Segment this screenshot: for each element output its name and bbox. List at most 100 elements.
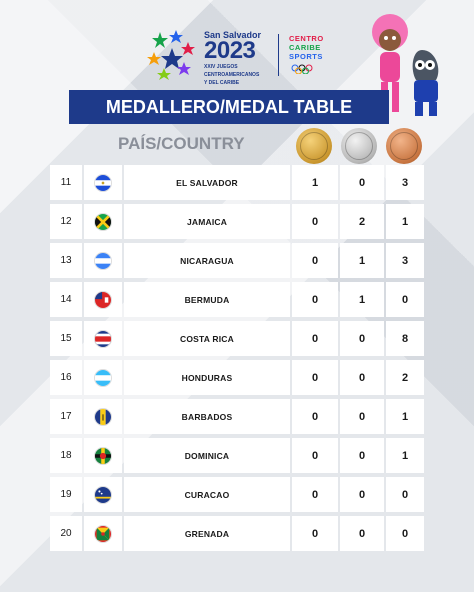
- country-cell: HONDURAS: [124, 360, 290, 395]
- flag-cell: [84, 282, 122, 317]
- costa-rica-flag-icon: [94, 329, 112, 348]
- cc-line-1: CENTRO: [289, 34, 324, 43]
- bronze-count-cell: 1: [386, 204, 424, 239]
- flag-cell: [84, 243, 122, 278]
- page-title: MEDALLERO/MEDAL TABLE: [69, 90, 389, 124]
- flag-cell: [84, 438, 122, 473]
- silver-count-cell: 0: [340, 321, 384, 356]
- bronze-count-cell: 3: [386, 165, 424, 200]
- gold-count-cell: 0: [292, 438, 338, 473]
- gold-count-cell: 0: [292, 360, 338, 395]
- bronze-count-cell: 3: [386, 243, 424, 278]
- rank-cell: 12: [50, 204, 82, 239]
- el-salvador-flag-icon: [94, 173, 112, 192]
- table-row: 14 BERMUDA 0 1 0: [50, 280, 424, 319]
- honduras-flag-icon: [94, 368, 112, 387]
- rank-cell: 18: [50, 438, 82, 473]
- gold-medal-icon: [296, 128, 332, 164]
- country-cell: JAMAICA: [124, 204, 290, 239]
- table-row: 19 CURACAO 0 0 0: [50, 475, 424, 514]
- bronze-count-cell: 1: [386, 438, 424, 473]
- country-cell: BERMUDA: [124, 282, 290, 317]
- table-row: 20 GRENADA 0 0 0: [50, 514, 424, 553]
- country-cell: EL SALVADOR: [124, 165, 290, 200]
- country-cell: COSTA RICA: [124, 321, 290, 356]
- cc-line-2: CARIBE: [289, 43, 321, 52]
- bermuda-flag-icon: [94, 290, 112, 309]
- centro-caribe-sports-logo: CENTRO CARIBE SPORTS: [289, 34, 331, 79]
- country-column-header: PAÍS/COUNTRY: [118, 134, 245, 153]
- table-row: 16 HONDURAS 0 0 2: [50, 358, 424, 397]
- rank-cell: 11: [50, 165, 82, 200]
- event-subtitle-3: Y DEL CARIBE: [204, 80, 240, 86]
- gold-count-cell: 0: [292, 282, 338, 317]
- medal-table: 11 EL SALVADOR 1 0 3 12 JAMAICA 0 2 1 13…: [50, 163, 424, 553]
- silver-count-cell: 2: [340, 204, 384, 239]
- table-row: 17 BARBADOS 0 0 1: [50, 397, 424, 436]
- silver-medal-icon: [341, 128, 377, 164]
- grenada-flag-icon: [94, 524, 112, 543]
- silver-count-cell: 0: [340, 477, 384, 512]
- event-subtitle-1: XXIV JUEGOS: [204, 64, 238, 70]
- barbados-flag-icon: [94, 407, 112, 426]
- event-logo: San Salvador 2023 XXIV JUEGOS CENTROAMER…: [204, 30, 274, 86]
- silver-count-cell: 0: [340, 360, 384, 395]
- olympic-rings-icon: [291, 64, 313, 75]
- gold-count-cell: 0: [292, 477, 338, 512]
- gold-count-cell: 0: [292, 321, 338, 356]
- flag-cell: [84, 360, 122, 395]
- rank-cell: 19: [50, 477, 82, 512]
- cc-line-3: SPORTS: [289, 52, 323, 61]
- gold-count-cell: 0: [292, 243, 338, 278]
- event-subtitle-2: CENTROAMERICANOS: [204, 72, 260, 78]
- bronze-count-cell: 0: [386, 516, 424, 551]
- flag-cell: [84, 204, 122, 239]
- flag-cell: [84, 399, 122, 434]
- curacao-flag-icon: [94, 485, 112, 504]
- flag-cell: [84, 321, 122, 356]
- country-cell: BARBADOS: [124, 399, 290, 434]
- bronze-count-cell: 8: [386, 321, 424, 356]
- bronze-count-cell: 0: [386, 477, 424, 512]
- silver-count-cell: 1: [340, 282, 384, 317]
- rank-cell: 13: [50, 243, 82, 278]
- silver-count-cell: 1: [340, 243, 384, 278]
- gold-count-cell: 0: [292, 204, 338, 239]
- country-cell: GRENADA: [124, 516, 290, 551]
- silver-count-cell: 0: [340, 438, 384, 473]
- event-year: 2023: [204, 37, 256, 64]
- table-row: 13 NICARAGUA 0 1 3: [50, 241, 424, 280]
- gold-count-cell: 0: [292, 399, 338, 434]
- table-row: 11 EL SALVADOR 1 0 3: [50, 163, 424, 202]
- rank-cell: 16: [50, 360, 82, 395]
- country-cell: CURACAO: [124, 477, 290, 512]
- silver-count-cell: 0: [340, 399, 384, 434]
- flag-cell: [84, 165, 122, 200]
- flag-cell: [84, 477, 122, 512]
- header: San Salvador 2023 XXIV JUEGOS CENTROAMER…: [0, 0, 474, 116]
- bronze-count-cell: 2: [386, 360, 424, 395]
- rank-cell: 15: [50, 321, 82, 356]
- gold-count-cell: 1: [292, 165, 338, 200]
- bronze-count-cell: 0: [386, 282, 424, 317]
- rank-cell: 14: [50, 282, 82, 317]
- rank-cell: 20: [50, 516, 82, 551]
- nicaragua-flag-icon: [94, 251, 112, 270]
- gold-count-cell: 0: [292, 516, 338, 551]
- bronze-medal-icon: [386, 128, 422, 164]
- country-cell: NICARAGUA: [124, 243, 290, 278]
- flag-cell: [84, 516, 122, 551]
- bronze-count-cell: 1: [386, 399, 424, 434]
- logo-divider: [278, 34, 279, 76]
- table-row: 18 DOMINICA 0 0 1: [50, 436, 424, 475]
- country-cell: DOMINICA: [124, 438, 290, 473]
- table-row: 15 COSTA RICA 0 0 8: [50, 319, 424, 358]
- dominica-flag-icon: [94, 446, 112, 465]
- table-row: 12 JAMAICA 0 2 1: [50, 202, 424, 241]
- games-star-logo-icon: [147, 30, 195, 80]
- rank-cell: 17: [50, 399, 82, 434]
- silver-count-cell: 0: [340, 516, 384, 551]
- jamaica-flag-icon: [94, 212, 112, 231]
- silver-count-cell: 0: [340, 165, 384, 200]
- event-city: San Salvador: [204, 30, 262, 40]
